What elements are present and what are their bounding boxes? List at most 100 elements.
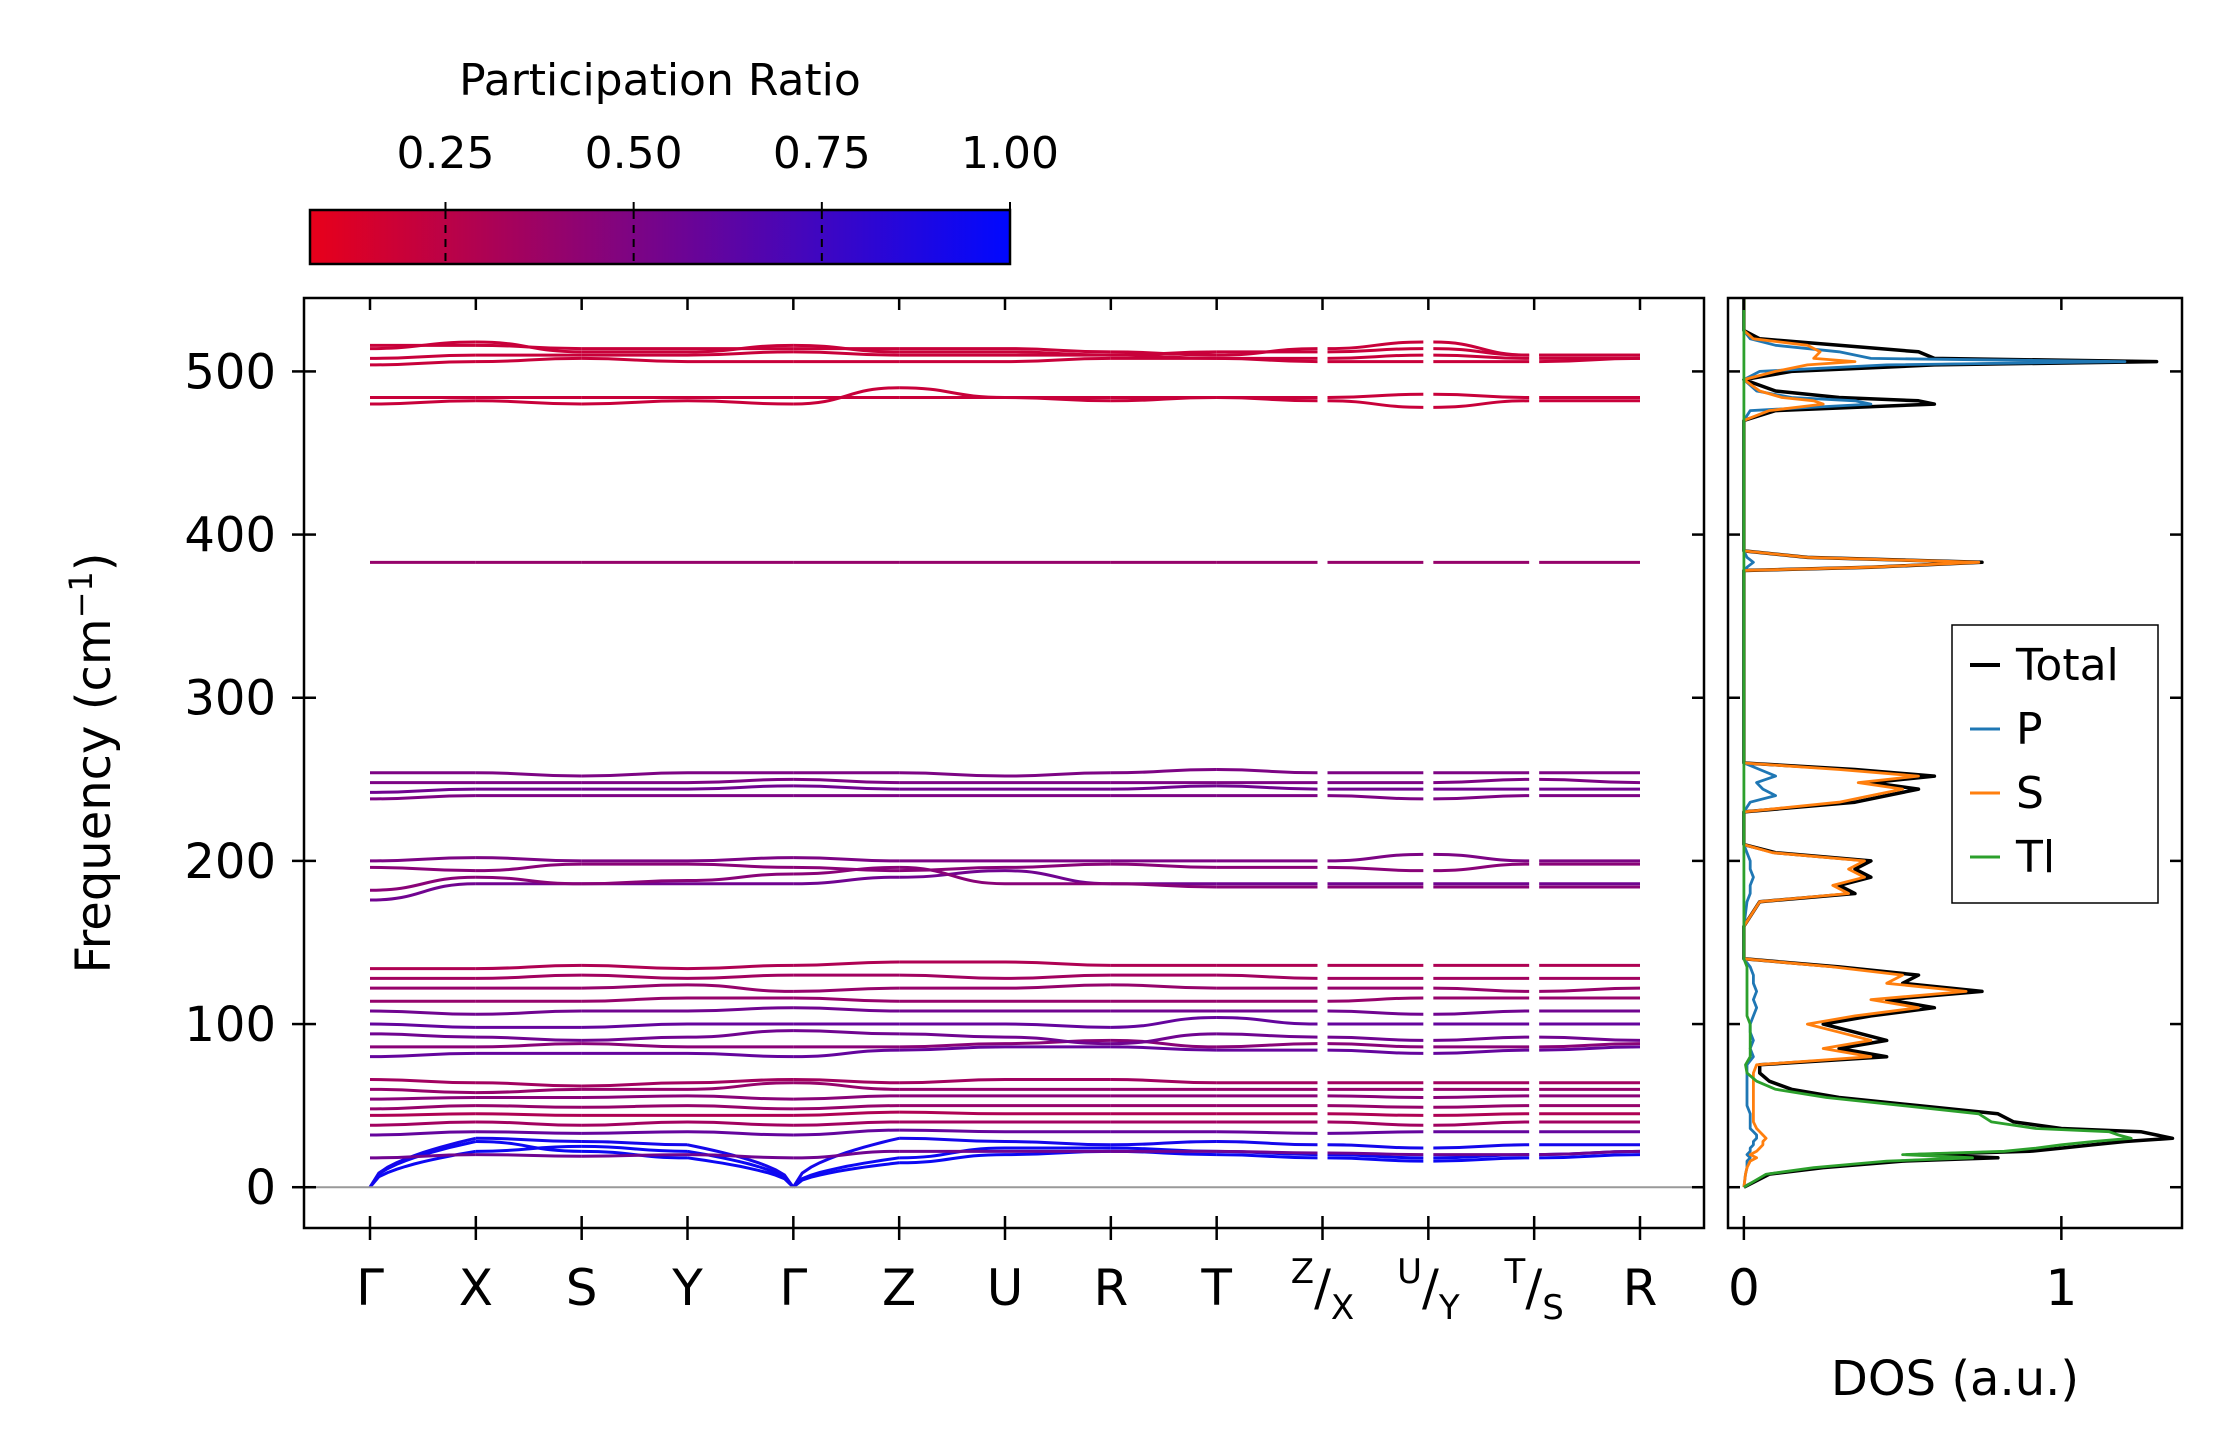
band-branch-segment (581, 771, 688, 778)
band-branch-segment (1327, 1009, 1424, 1016)
band-branch-segment (687, 1153, 794, 1160)
band-branch-segment (1327, 1048, 1424, 1055)
legend-label-total: Total (2015, 640, 2119, 691)
band-branch-segment (475, 1042, 582, 1049)
band-branch-segment (369, 1022, 476, 1029)
band-branch-segment (793, 1078, 900, 1085)
kpoint-label-main: X (1331, 1288, 1354, 1328)
kpoint-label-main: Y (1438, 1288, 1460, 1328)
band-branch-segment (369, 1087, 476, 1095)
band-branch-segment (1539, 1045, 1641, 1052)
band-branch-segment (1327, 347, 1424, 354)
band-branch-segment (475, 973, 582, 980)
band-branch-segment (369, 875, 476, 892)
band-branch-segment (1216, 1149, 1318, 1155)
dos-frequency-ticks (1728, 370, 2182, 1189)
band-branch-segment (475, 1081, 582, 1088)
band-branch-segment (687, 983, 794, 993)
band-branch-segment (1433, 340, 1530, 357)
band-branch-segment (369, 1078, 476, 1085)
band-branch-segment (1433, 777, 1530, 785)
band-branch-segment (475, 1087, 582, 1095)
band-branch-segment (1327, 852, 1424, 863)
band-branch-segment (1433, 852, 1530, 863)
band-branch-segment (369, 1051, 476, 1059)
band-branch-segment (687, 399, 794, 406)
band-branch-segment (369, 1095, 476, 1101)
dos-axis-label: DOS (a.u.) (1831, 1351, 2079, 1407)
frequency-tick-label: 300 (184, 671, 276, 727)
band-branch-segment (1216, 1032, 1318, 1039)
band-branch-segment (899, 1078, 1006, 1085)
dos-axes-frame (1726, 296, 2184, 1230)
band-branch-segment (1327, 1042, 1424, 1049)
band-branch-segment (793, 1094, 900, 1101)
band-branch-segment (1004, 983, 1111, 990)
band-branch-segment (793, 1104, 900, 1111)
legend-label-s: S (2016, 768, 2044, 819)
band-branch-segment (1433, 794, 1530, 801)
band-branch-segment (1539, 1035, 1641, 1042)
band-branch-segment (687, 1006, 794, 1013)
band-branch-segment (1110, 768, 1217, 775)
band-branch-segment (1327, 1143, 1424, 1150)
band-branch-segment (1433, 862, 1530, 873)
band-branch-segment (369, 787, 476, 794)
band-branch-segment (793, 1120, 900, 1127)
band-branch-segment (369, 856, 476, 863)
frequency-axis-label: Frequency (cm−1) (62, 552, 122, 973)
band-branch-segment (475, 343, 582, 351)
band-branch-segment (1327, 1094, 1424, 1099)
kpoint-label-composite: Z/X (1291, 1252, 1354, 1328)
band-branch-segment (1216, 347, 1318, 357)
frequency-axis-ticks: 0 100 200 300 400 500 (184, 344, 1704, 1216)
band-branch-segment (1004, 350, 1111, 357)
band-branch-segment (1327, 1151, 1424, 1157)
band-branch-segment (1004, 973, 1111, 980)
kpoint-label-main: S (1542, 1288, 1564, 1328)
kpoint-label-superscript: U (1397, 1252, 1422, 1292)
band-branch-segment (1004, 1140, 1111, 1147)
band-branch-segment (793, 1029, 900, 1036)
band-branch-segment (369, 1032, 476, 1039)
band-branch-segment (369, 1009, 476, 1016)
band-branch-segment (475, 1104, 582, 1109)
band-branch-segment (1216, 1153, 1318, 1160)
frequency-axis-label-close: ) (66, 552, 122, 571)
band-branch-segment (1110, 784, 1217, 791)
kpoint-label: U (987, 1259, 1024, 1317)
band-branch-segment (793, 350, 900, 357)
band-branch-segment (687, 1156, 795, 1189)
colorbar-gradient (308, 208, 1012, 266)
band-branch-segment (475, 1130, 582, 1135)
band-branch-segment (899, 1146, 1006, 1160)
band-branch-segment (1433, 1156, 1530, 1163)
band-branch-segment (1004, 1035, 1111, 1046)
band-branch-segment (475, 1035, 582, 1042)
band-branch-segment (475, 963, 582, 971)
band-branch-segment (1110, 1045, 1217, 1052)
band-branch-segment (687, 1078, 794, 1085)
kpoint-label: Z (882, 1259, 916, 1317)
band-branch-segment (793, 386, 900, 406)
dos-lines (1742, 298, 2175, 1189)
band-branch-segment (687, 1130, 794, 1137)
band-branch-segment (899, 865, 1006, 886)
band-branch-segment (1327, 1112, 1424, 1117)
band-branch-segment (899, 973, 1006, 980)
band-branch-segment (1216, 784, 1318, 791)
band-branch-segment (369, 794, 476, 801)
band-branch-segment (581, 963, 688, 971)
band-branch-segment (369, 865, 476, 873)
band-branch-segment (1327, 1120, 1424, 1127)
band-branch-segment (581, 1094, 688, 1099)
band-branch-segment (1110, 983, 1217, 990)
band-branch-segment (475, 1140, 582, 1153)
band-branch-segment (687, 1051, 794, 1059)
band-branch-segment (369, 1120, 476, 1127)
band-branch-segment (899, 1045, 1006, 1052)
legend-label-tl: Tl (2015, 832, 2055, 883)
band-branch-segment (475, 1120, 582, 1127)
band-branch-segment (793, 960, 900, 967)
